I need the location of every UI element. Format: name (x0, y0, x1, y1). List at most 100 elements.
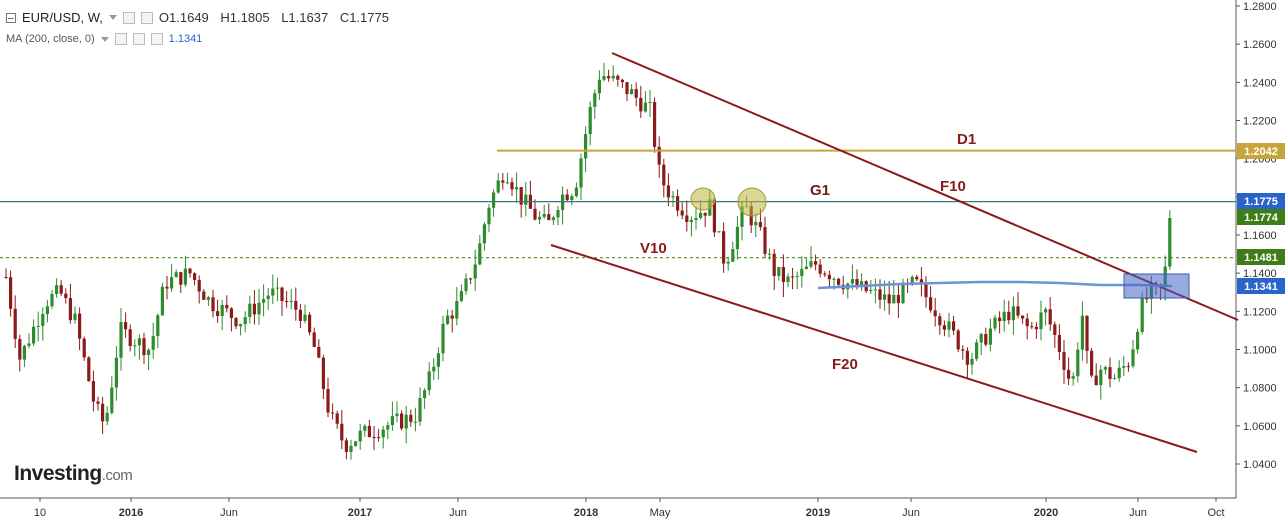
x-tick-label: 2020 (1034, 507, 1058, 519)
candle-body (400, 413, 404, 429)
candle-body (239, 324, 243, 327)
candle-body (892, 294, 896, 304)
candle-body (294, 300, 298, 310)
candle-body (763, 227, 767, 254)
candle-body (722, 231, 726, 264)
candle-body (648, 102, 652, 104)
candle-body (593, 93, 597, 107)
candle-body (331, 412, 335, 414)
gear-icon[interactable] (132, 33, 145, 45)
candle-body (87, 357, 91, 382)
gear-icon[interactable] (140, 11, 153, 24)
open-value: O1.1649 (158, 10, 209, 25)
candle-body (1062, 351, 1066, 370)
price-tag-label: 1.1481 (1244, 252, 1278, 264)
candle-body (1080, 315, 1084, 350)
candle-body (18, 338, 22, 360)
candle-body (579, 158, 583, 188)
candle-body (515, 187, 519, 190)
candle-body (317, 346, 321, 358)
x-tick-label: Jun (902, 507, 920, 519)
candle-body (938, 316, 942, 326)
candle-body (151, 336, 155, 350)
candle-body (262, 299, 266, 303)
candle-body (349, 445, 353, 452)
candle-body (924, 284, 928, 298)
y-tick-label: 1.2600 (1243, 39, 1277, 51)
x-tick-label: May (650, 507, 671, 519)
settings-icon[interactable] (122, 11, 135, 24)
candle-body (887, 294, 891, 304)
candle-body (73, 313, 77, 321)
candle-body (1103, 367, 1107, 370)
candle-body (206, 297, 210, 300)
candle-body (699, 212, 703, 219)
candle-body (795, 276, 799, 278)
candle-body (703, 212, 707, 216)
x-tick-label: Jun (449, 507, 467, 519)
ma-label: MA (200, close, 0) (6, 33, 95, 45)
chevron-down-icon[interactable] (100, 36, 109, 42)
candle-body (280, 287, 284, 302)
price-tag-label: 1.1774 (1244, 212, 1279, 224)
candle-body (128, 329, 132, 346)
investing-logo: Investing.com (14, 462, 133, 486)
candle-body (588, 106, 592, 135)
candle-body (975, 342, 979, 359)
candle-body (1044, 309, 1048, 313)
candle-body (275, 287, 279, 289)
price-tag (1237, 278, 1285, 294)
close-value: C1.1775 (339, 10, 389, 25)
candle-body (363, 425, 367, 431)
candle-body (55, 285, 59, 295)
candle-body (248, 303, 252, 318)
candle-body (390, 416, 394, 426)
candle-body (726, 261, 730, 264)
low-value: L1.1637 (281, 10, 329, 25)
y-tick-label: 1.2400 (1243, 77, 1277, 89)
x-tick-label: 2019 (806, 507, 830, 519)
candle-body (234, 318, 238, 327)
channel-lower-line (550, 244, 1198, 453)
ma-value: 1.1341 (168, 33, 203, 45)
candle-body (685, 215, 689, 222)
candle-body (735, 226, 739, 250)
candle-body (409, 414, 413, 422)
candle-body (929, 297, 933, 311)
candle-body (998, 317, 1002, 322)
candle-body (68, 298, 72, 321)
candle-body (602, 76, 606, 80)
candle-body (965, 350, 969, 365)
candle-body (1108, 367, 1112, 379)
candle-body (1094, 375, 1098, 386)
chevron-down-icon[interactable] (108, 15, 117, 20)
candle-body (193, 273, 197, 280)
candle-body (855, 279, 859, 288)
highlight-circle (690, 187, 716, 211)
candle-body (837, 278, 841, 285)
candle-body (961, 349, 965, 351)
candle-body (367, 425, 371, 438)
candle-body (446, 315, 450, 324)
collapse-icon[interactable] (6, 12, 16, 23)
candle-body (1099, 369, 1103, 386)
candle-body (1002, 311, 1006, 322)
eye-icon[interactable] (114, 33, 127, 45)
candle-body (137, 338, 141, 346)
x-tick-label: Jun (1129, 507, 1147, 519)
candle-body (607, 76, 611, 79)
candle-body (804, 266, 808, 269)
price-axis: 1.28001.26001.24001.22001.20001.18001.16… (1236, 1, 1277, 471)
candle-body (1034, 326, 1038, 330)
candle-body (1122, 366, 1126, 368)
candle-body (459, 291, 463, 302)
close-icon[interactable] (150, 33, 163, 45)
candle-body (772, 253, 776, 276)
candle-body (786, 276, 790, 283)
candle-body (358, 430, 362, 442)
candle-body (298, 309, 302, 321)
candle-body (1131, 349, 1135, 367)
candles-layer (4, 62, 1172, 460)
candle-body (1140, 298, 1144, 332)
